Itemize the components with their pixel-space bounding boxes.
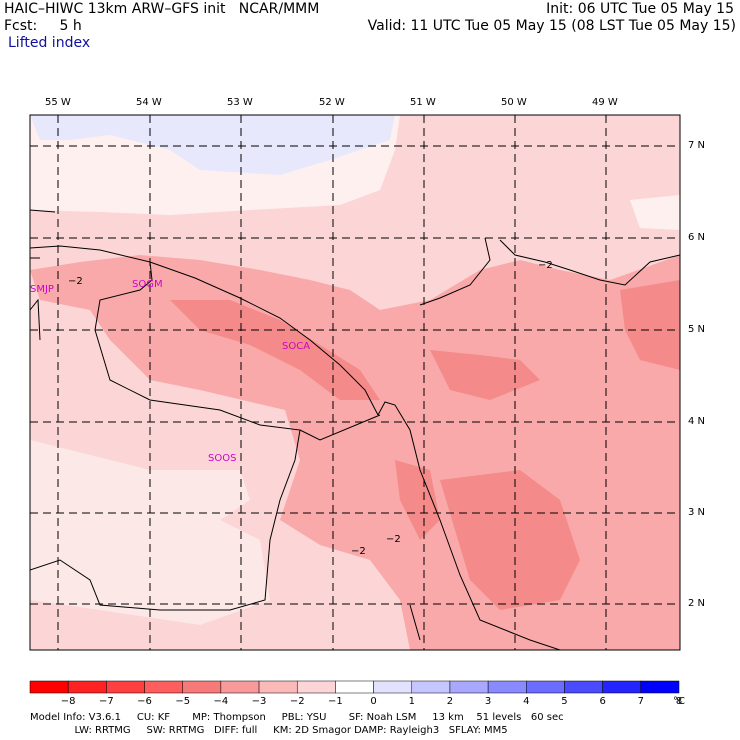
coastline-borders [30,209,680,650]
field-name: Lifted index [8,35,91,51]
station-sogm: SOGM [132,279,163,290]
colorbar-swatch [67,680,107,694]
colorbar-tick-label: −3 [251,696,267,707]
colorbar-swatch [29,680,69,694]
colorbar-tick-label: 6 [599,696,606,707]
contour-label: −2 [68,276,83,287]
contour-label: −2 [351,546,366,557]
colorbar-tick-label: 0 [370,696,377,707]
colorbar-swatch [296,680,336,694]
colorbar-swatch [258,680,298,694]
lat-label-2n: 2 N [688,598,706,609]
station-soca: SOCA [282,341,311,352]
colorbar-unit: °C [673,696,685,707]
colorbar-tick-label: −5 [175,696,191,707]
colorbar-tick-label: 3 [484,696,492,707]
colorbar-tick-label: −4 [213,696,229,707]
field-region-near-zero-east [630,195,680,230]
colorbar-swatch [411,680,451,694]
colorbar-tick-label: 7 [637,696,644,707]
map-frame [29,114,681,651]
colorbar-swatch [526,680,565,694]
colorbar-swatch [373,680,413,694]
lon-label-50w: 50 W [501,97,527,108]
colorbar-tick-label: −7 [98,696,114,707]
colorbar-tick-label: −1 [328,696,343,707]
model-info-line2: LW: RRTMG SW: RRTMG DIFF: full KM: 2D Sm… [30,725,508,736]
colorbar [29,680,680,694]
model-title: HAIC–HIWC 13km ARW–GFS init NCAR/MMM [4,1,320,17]
lat-label-5n: 5 N [688,324,706,335]
init-time: Init: 06 UTC Tue 05 May 15 [546,1,734,17]
field-patch-minus-three-coast [395,460,440,540]
colorbar-swatch [449,680,489,694]
lat-lon-grid [30,115,680,650]
station-smjp: SMJP [30,284,54,295]
lat-label-4n: 4 N [688,416,706,427]
colorbar-swatch [335,680,374,694]
colorbar-swatch [220,680,260,694]
station-soos: SOOS [208,453,237,464]
colorbar-tick-label: 1 [408,696,415,707]
colorbar-tick-label: −8 [60,696,76,707]
colorbar-tick-label: 5 [561,696,568,707]
contour-label: −2 [386,534,401,545]
lon-label-52w: 52 W [319,97,345,108]
model-info-line1: Model Info: V3.6.1 CU: KF MP: Thompson P… [30,712,564,723]
colorbar-swatch [144,680,183,694]
field-patch-minus-three-south [440,470,580,610]
colorbar-swatch [487,680,527,694]
lat-label-6n: 6 N [688,232,706,243]
colorbar-tick-label: −2 [289,696,305,707]
colorbar-swatch [106,680,145,694]
lat-label-7n: 7 N [688,140,706,151]
field-region-positive [30,115,395,175]
colorbar-tick-label: 8 [675,696,683,707]
field-patch-minus-three [170,300,380,400]
lon-label-49w: 49 W [592,97,618,108]
lat-label-3n: 3 N [688,507,706,518]
colorbar-swatch [602,680,642,694]
lon-label-51w: 51 W [410,97,436,108]
valid-time: Valid: 11 UTC Tue 05 May 15 (08 LST Tue … [367,18,736,34]
field-patch-minus-three-east [620,280,680,370]
colorbar-tick-label: −6 [137,696,152,707]
colorbar-swatch [564,680,603,694]
colorbar-tick-label: 2 [446,696,454,707]
field-patch-minus-three-center [430,350,540,400]
forecast-hour: Fcst: 5 h [4,18,82,34]
colorbar-tick-label: 4 [523,696,530,707]
lon-label-55w: 55 W [45,97,71,108]
colorbar-swatch [640,680,680,694]
colorbar-swatch [182,680,222,694]
lon-label-53w: 53 W [227,97,253,108]
contour-label: −2 [538,260,553,271]
lon-label-54w: 54 W [136,97,162,108]
